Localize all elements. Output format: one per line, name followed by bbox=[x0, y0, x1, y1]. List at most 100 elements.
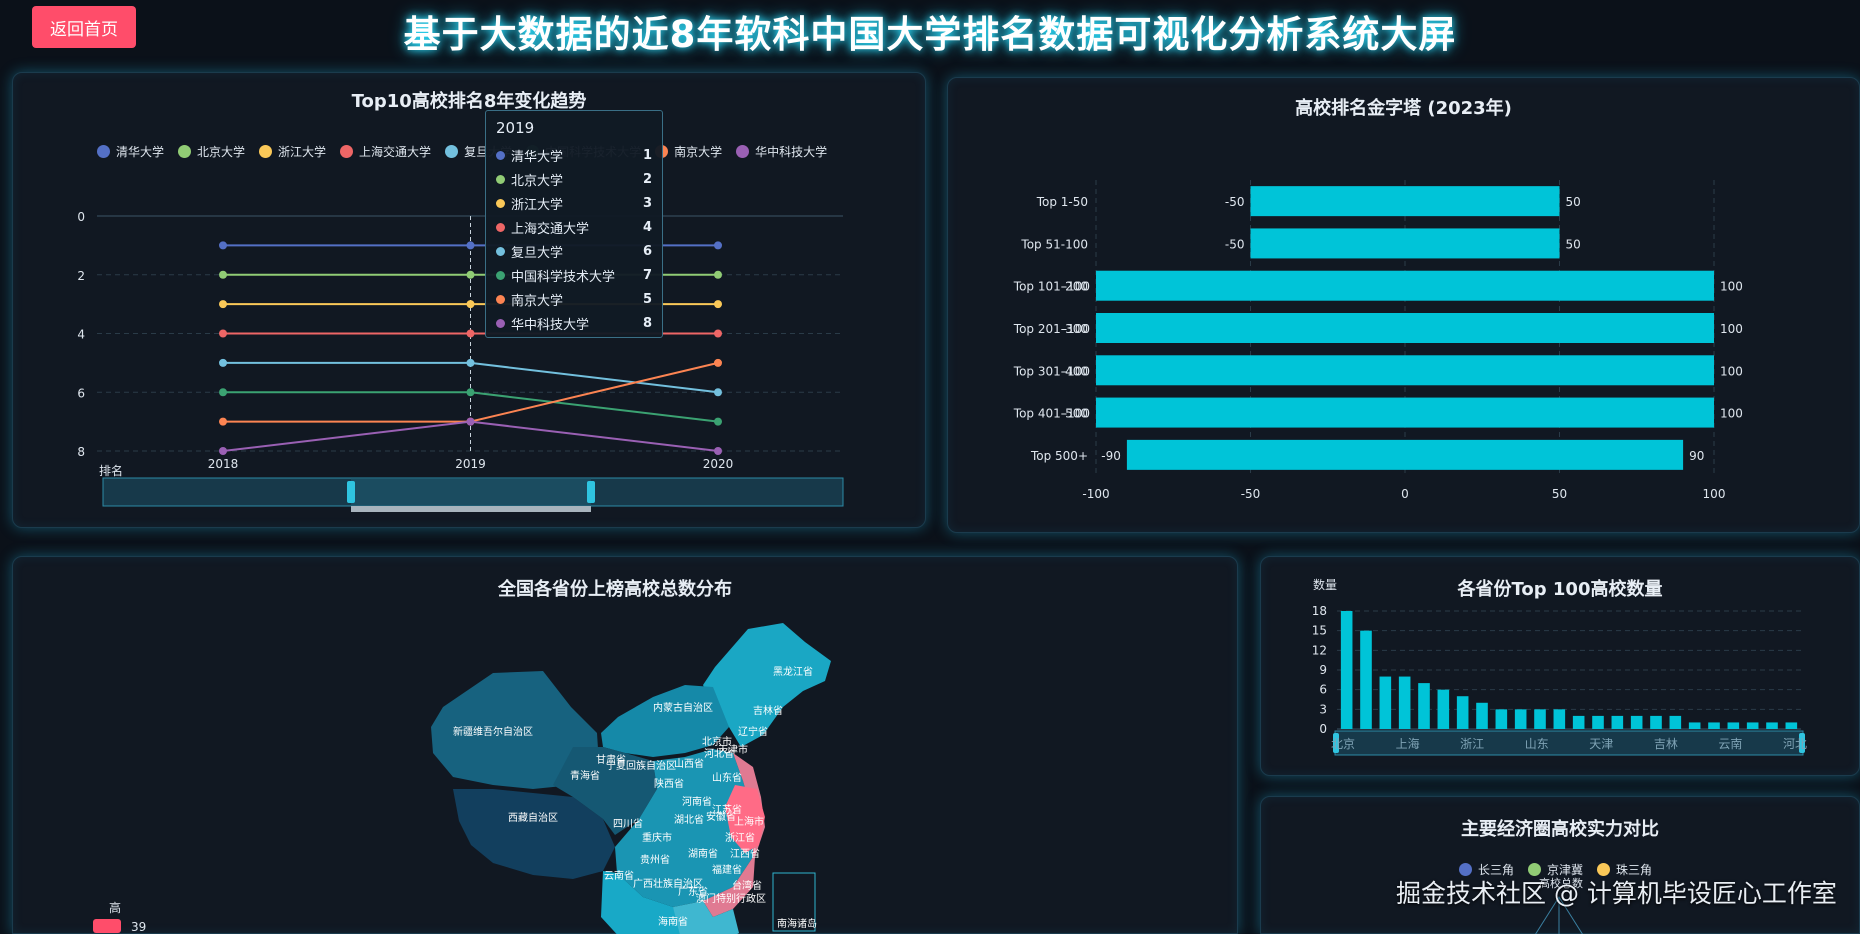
data-point[interactable] bbox=[466, 417, 475, 426]
top100-bar[interactable] bbox=[1669, 715, 1682, 729]
region-southwest[interactable] bbox=[601, 871, 683, 934]
top100-bar[interactable] bbox=[1437, 689, 1450, 729]
top100-bar[interactable] bbox=[1418, 683, 1430, 729]
legend-item-pearl[interactable]: 珠三角 bbox=[1597, 861, 1652, 878]
bar-label-right: 100 bbox=[1720, 364, 1743, 378]
top100-bar[interactable] bbox=[1746, 722, 1759, 729]
tooltip-name: 清华大学 bbox=[511, 149, 564, 165]
back-home-button[interactable]: 返回首页 bbox=[32, 6, 136, 48]
top100-bar[interactable] bbox=[1592, 715, 1604, 729]
data-point[interactable] bbox=[219, 300, 227, 309]
pyramid-bar[interactable] bbox=[1126, 439, 1684, 470]
category-label: Top 201-300 bbox=[1013, 322, 1088, 336]
legend-dot bbox=[1459, 863, 1472, 876]
province-label: 江西省 bbox=[730, 847, 760, 860]
top100-bar[interactable] bbox=[1727, 722, 1740, 729]
map-legend-bar[interactable] bbox=[93, 919, 121, 933]
data-point[interactable] bbox=[219, 417, 227, 426]
datazoom-handle-right[interactable] bbox=[587, 481, 595, 503]
economic-panel-title: 主要经济圈高校实力对比 bbox=[1461, 819, 1659, 840]
data-point[interactable] bbox=[466, 388, 475, 397]
region-south[interactable] bbox=[673, 901, 739, 934]
trend-legend-item[interactable]: 清华大学 bbox=[97, 143, 164, 160]
pyramid-bar[interactable] bbox=[1096, 313, 1714, 343]
trend-legend-item[interactable]: 华中科技大学 bbox=[736, 143, 827, 160]
region-northeast[interactable] bbox=[703, 623, 831, 747]
top100-bar[interactable] bbox=[1360, 630, 1372, 729]
trend-panel: Top10高校排名8年变化趋势 清华大学北京大学浙江大学上海交通大学复旦大学中国… bbox=[12, 72, 926, 528]
category-label: Top 401-500 bbox=[1013, 407, 1088, 421]
map-panel: 全国各省份上榜高校总数分布 黑龙江省 吉林省 辽宁省 内蒙古自治区 新疆维吾尔自治区 北京… bbox=[12, 556, 1238, 934]
datazoom-handle-right[interactable] bbox=[1799, 733, 1805, 753]
data-point[interactable] bbox=[219, 358, 227, 367]
data-point[interactable] bbox=[714, 270, 722, 279]
top100-bar[interactable] bbox=[1379, 676, 1392, 729]
province-label: 内蒙古自治区 bbox=[653, 701, 713, 714]
region-xinjiang[interactable] bbox=[431, 671, 599, 789]
top100-bar[interactable] bbox=[1553, 709, 1566, 729]
province-label: 黑龙江省 bbox=[773, 665, 813, 678]
pyramid-bar[interactable] bbox=[1096, 397, 1714, 428]
data-point[interactable] bbox=[219, 270, 227, 279]
data-point[interactable] bbox=[714, 447, 722, 455]
top100-bar[interactable] bbox=[1514, 709, 1527, 729]
top100-bar[interactable] bbox=[1688, 722, 1701, 729]
pyramid-bar[interactable] bbox=[1250, 186, 1560, 217]
top100-bar[interactable] bbox=[1611, 715, 1624, 729]
data-point[interactable] bbox=[219, 388, 227, 397]
datazoom-scrollbar[interactable] bbox=[351, 506, 591, 512]
top100-bar[interactable] bbox=[1785, 722, 1798, 729]
data-point[interactable] bbox=[466, 270, 475, 279]
data-point[interactable] bbox=[466, 241, 475, 250]
data-point[interactable] bbox=[714, 388, 722, 397]
region-jiangsu-shandong[interactable] bbox=[725, 785, 765, 853]
top100-bar[interactable] bbox=[1456, 696, 1469, 729]
datazoom-handle-left[interactable] bbox=[1333, 733, 1339, 753]
data-point[interactable] bbox=[219, 447, 227, 455]
pyramid-bar[interactable] bbox=[1096, 270, 1714, 301]
top100-bar[interactable] bbox=[1766, 722, 1778, 729]
data-point[interactable] bbox=[714, 329, 722, 338]
trend-legend-item[interactable]: 北京大学 bbox=[178, 143, 245, 160]
province-label: 福建省 bbox=[712, 863, 742, 876]
data-point[interactable] bbox=[466, 300, 475, 309]
top100-bar[interactable] bbox=[1476, 702, 1488, 729]
data-point[interactable] bbox=[219, 329, 227, 338]
top100-bar[interactable] bbox=[1630, 715, 1643, 729]
bar-label-right: 50 bbox=[1566, 195, 1581, 209]
top100-bar[interactable] bbox=[1340, 611, 1353, 729]
datazoom-window[interactable] bbox=[351, 478, 591, 506]
data-point[interactable] bbox=[466, 329, 475, 338]
top100-bar[interactable] bbox=[1534, 709, 1546, 729]
data-point[interactable] bbox=[714, 300, 722, 309]
region-tibet[interactable] bbox=[453, 789, 615, 879]
pyramid-bar[interactable] bbox=[1250, 228, 1560, 259]
legend-item-yangtze[interactable]: 长三角 bbox=[1459, 861, 1514, 878]
legend-label: 浙江大学 bbox=[278, 145, 327, 159]
top100-bar[interactable] bbox=[1708, 722, 1720, 729]
region-qinghai-gansu[interactable] bbox=[553, 747, 657, 835]
datazoom-handle-left[interactable] bbox=[347, 481, 355, 503]
data-point[interactable] bbox=[714, 417, 722, 426]
data-point[interactable] bbox=[714, 241, 722, 250]
top100-bar[interactable] bbox=[1572, 715, 1585, 729]
trend-legend-item[interactable]: 浙江大学 bbox=[259, 143, 326, 160]
data-point[interactable] bbox=[219, 241, 227, 250]
pyramid-bar[interactable] bbox=[1096, 355, 1714, 386]
top100-bar[interactable] bbox=[1650, 715, 1662, 729]
top100-bar[interactable] bbox=[1398, 676, 1411, 729]
legend-item-jingjinji[interactable]: 京津冀 bbox=[1528, 861, 1583, 878]
category-label: Top 301-400 bbox=[1013, 364, 1088, 378]
top100-bar[interactable] bbox=[1495, 709, 1508, 729]
data-point[interactable] bbox=[466, 358, 475, 367]
province-label: 四川省 bbox=[613, 817, 643, 830]
region-central[interactable] bbox=[615, 749, 753, 907]
data-point[interactable] bbox=[714, 358, 722, 367]
trend-legend-item[interactable]: 上海交通大学 bbox=[340, 143, 431, 160]
y-axis-label: 数量 bbox=[1313, 577, 1337, 592]
tooltip-name: 北京大学 bbox=[511, 173, 564, 189]
province-label: 台湾省 bbox=[732, 879, 762, 892]
region-inner-mongolia[interactable] bbox=[601, 685, 729, 757]
legend-label: 华中科技大学 bbox=[755, 145, 828, 159]
tooltip-value: 7 bbox=[642, 267, 652, 283]
